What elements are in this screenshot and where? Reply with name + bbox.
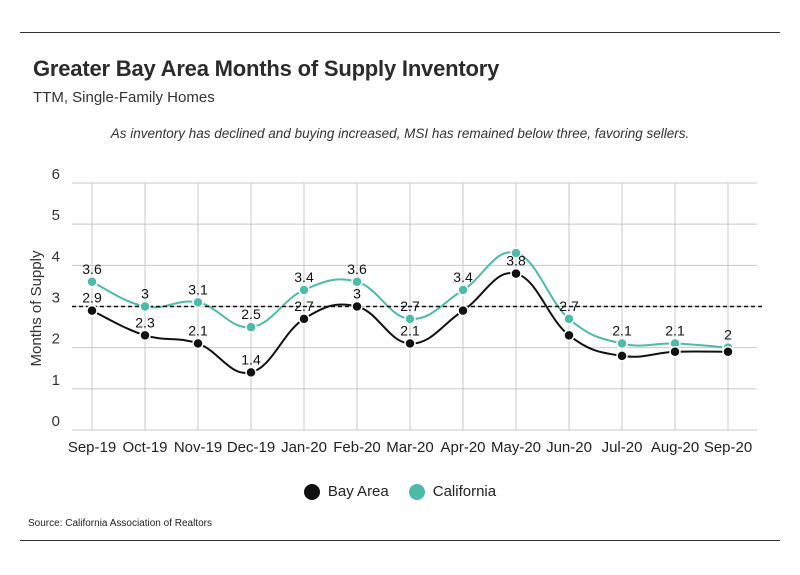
- data-point-california: [563, 313, 575, 325]
- top-rule: [20, 32, 780, 33]
- data-label-california: 3.1: [188, 281, 208, 297]
- x-tick-label: Mar-20: [386, 439, 434, 456]
- data-label-bay-area: 2.1: [188, 323, 208, 339]
- data-label-bay-area: 3.8: [506, 253, 526, 269]
- legend-label-california: California: [432, 483, 497, 500]
- x-tick-label: Aug-20: [651, 439, 699, 456]
- data-point-california: [616, 337, 628, 350]
- data-label-california: 2.7: [559, 298, 579, 314]
- data-point-bay-area: [139, 329, 151, 342]
- x-tick-label: Sep-20: [704, 439, 752, 456]
- x-tick-label: Dec-19: [227, 439, 275, 456]
- data-point-bay-area: [563, 329, 575, 342]
- data-point-bay-area: [298, 313, 310, 325]
- data-point-california: [139, 300, 151, 313]
- data-point-california: [86, 276, 98, 288]
- data-label-bay-area: 2.7: [294, 298, 314, 314]
- data-label-california: 3.4: [453, 269, 473, 285]
- legend-item-california: California: [408, 483, 497, 500]
- data-point-bay-area: [669, 346, 681, 358]
- data-label-california: 2.1: [612, 323, 632, 339]
- data-label-california: 2: [724, 327, 732, 343]
- y-tick-label: 6: [52, 166, 60, 183]
- x-tick-label: Apr-20: [440, 439, 485, 456]
- data-point-bay-area: [192, 337, 204, 350]
- y-tick-label: 4: [52, 248, 60, 265]
- x-tick-label: Nov-19: [174, 439, 222, 456]
- data-label-bay-area: 1.4: [241, 351, 261, 367]
- data-point-california: [298, 284, 310, 296]
- data-point-bay-area: [510, 267, 522, 280]
- data-label-california: 3.6: [347, 261, 367, 277]
- chart-subtitle: TTM, Single-Family Homes: [33, 89, 215, 106]
- legend-swatch-bay-area: [303, 483, 320, 500]
- data-label-bay-area: 3: [353, 286, 361, 302]
- data-label-california: 2.1: [665, 323, 685, 339]
- y-tick-label: 0: [52, 413, 60, 430]
- data-label-bay-area: 2.1: [400, 323, 420, 339]
- x-tick-label: Jul-20: [602, 439, 643, 456]
- data-point-bay-area: [616, 350, 628, 362]
- data-label-california: 2.5: [241, 306, 261, 322]
- data-point-bay-area: [722, 346, 734, 358]
- data-point-bay-area: [404, 337, 416, 350]
- data-label-bay-area: 2.3: [135, 314, 155, 330]
- legend-item-bay-area: Bay Area: [303, 483, 389, 500]
- chart-annotation: As inventory has declined and buying inc…: [110, 126, 690, 141]
- data-point-california: [457, 284, 469, 296]
- data-label-california: 3.4: [294, 269, 314, 285]
- data-point-bay-area: [86, 304, 98, 317]
- x-tick-label: Sep-19: [68, 439, 116, 456]
- data-point-bay-area: [245, 366, 257, 379]
- legend-swatch-california: [408, 483, 425, 500]
- data-point-california: [510, 247, 522, 259]
- y-axis-label: Months of Supply: [28, 250, 45, 366]
- data-label-california: 2.7: [400, 298, 420, 314]
- data-point-california: [351, 276, 363, 288]
- bottom-rule: [20, 540, 780, 541]
- y-tick-label: 1: [52, 372, 60, 389]
- y-tick-label: 2: [52, 331, 60, 348]
- data-label-california: 3: [141, 286, 149, 302]
- x-tick-label: Jun-20: [546, 439, 592, 456]
- legend: Bay Area California: [0, 483, 800, 500]
- data-point-bay-area: [457, 304, 469, 317]
- legend-label-bay-area: Bay Area: [327, 483, 389, 500]
- data-point-california: [192, 296, 204, 309]
- data-point-california: [404, 313, 416, 325]
- x-tick-label: May-20: [491, 439, 541, 456]
- data-point-california: [245, 321, 257, 333]
- y-tick-label: 5: [52, 207, 60, 224]
- data-label-california: 3.6: [82, 261, 102, 277]
- x-tick-label: Oct-19: [122, 439, 167, 456]
- x-tick-label: Feb-20: [333, 439, 381, 456]
- chart-title: Greater Bay Area Months of Supply Invent…: [33, 56, 500, 81]
- data-point-bay-area: [351, 300, 363, 313]
- y-tick-label: 3: [52, 290, 60, 307]
- source-note: Source: California Association of Realto…: [28, 518, 212, 529]
- x-tick-label: Jan-20: [281, 439, 327, 456]
- data-label-bay-area: 2.9: [82, 290, 102, 306]
